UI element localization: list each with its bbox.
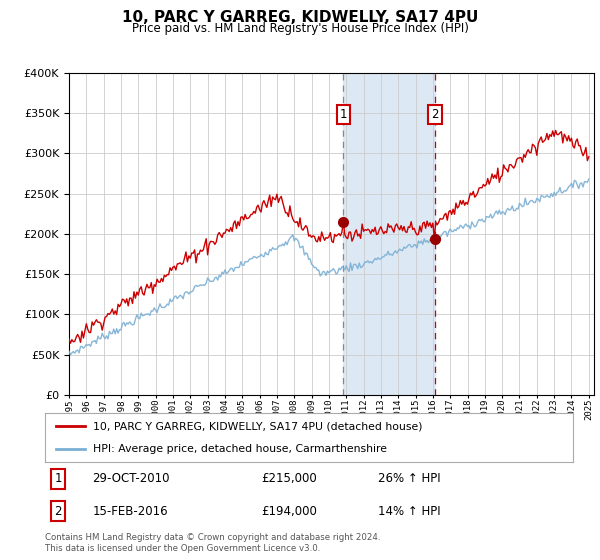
Bar (343, 73, 435, 395)
Text: 1: 1 (55, 473, 62, 486)
Text: £194,000: £194,000 (262, 505, 317, 517)
Text: Price paid vs. HM Land Registry's House Price Index (HPI): Price paid vs. HM Land Registry's House … (131, 22, 469, 35)
Text: HPI: Average price, detached house, Carmarthenshire: HPI: Average price, detached house, Carm… (92, 444, 386, 454)
Text: 2: 2 (55, 505, 62, 517)
Text: 10, PARC Y GARREG, KIDWELLY, SA17 4PU: 10, PARC Y GARREG, KIDWELLY, SA17 4PU (122, 10, 478, 25)
Text: 10, PARC Y GARREG, KIDWELLY, SA17 4PU (detached house): 10, PARC Y GARREG, KIDWELLY, SA17 4PU (d… (92, 421, 422, 431)
Text: 15-FEB-2016: 15-FEB-2016 (92, 505, 168, 517)
Text: Contains HM Land Registry data © Crown copyright and database right 2024.
This d: Contains HM Land Registry data © Crown c… (45, 533, 380, 553)
Text: 29-OCT-2010: 29-OCT-2010 (92, 473, 170, 486)
Text: 14% ↑ HPI: 14% ↑ HPI (377, 505, 440, 517)
Text: 26% ↑ HPI: 26% ↑ HPI (377, 473, 440, 486)
Text: £215,000: £215,000 (262, 473, 317, 486)
Text: 2: 2 (431, 108, 439, 121)
Text: 1: 1 (340, 108, 347, 121)
